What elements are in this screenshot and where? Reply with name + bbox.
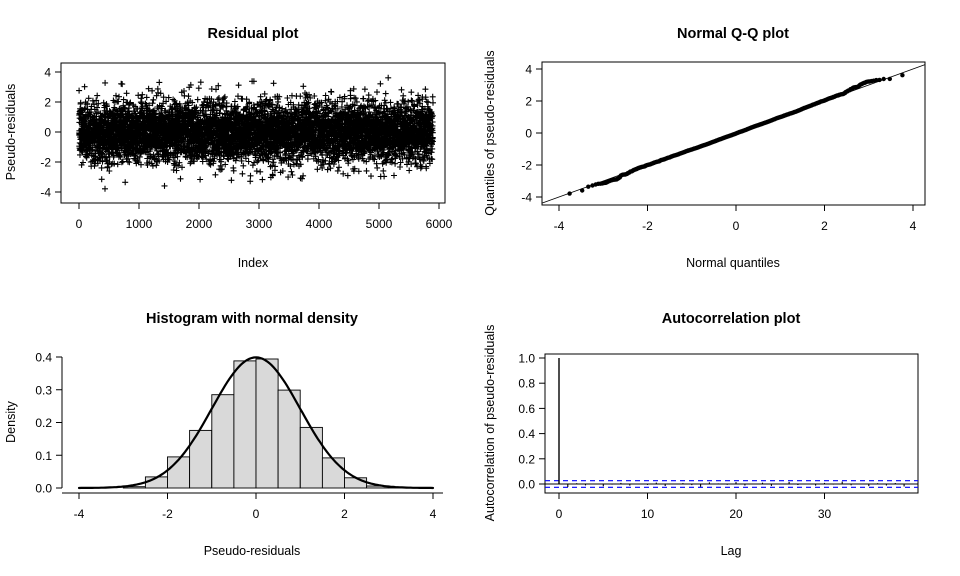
acf-bars [558, 358, 905, 487]
x-tick-label: 0 [253, 507, 260, 521]
x-tick-label: 10 [641, 507, 655, 521]
plot-box [544, 353, 919, 494]
y-tick-label: 0.0 [35, 482, 52, 496]
qq-point [900, 73, 905, 78]
y-tick-label: 0.2 [35, 416, 52, 430]
x-tick-label: 20 [729, 507, 743, 521]
x-tick-label: 6000 [426, 217, 453, 231]
y-tick-label: 0.8 [518, 377, 535, 391]
histogram-xlabel: Pseudo-residuals [204, 544, 301, 558]
histogram-ylabel: Density [4, 400, 18, 442]
x-tick-label: -4 [74, 507, 85, 521]
x-tick-label: -4 [554, 219, 565, 233]
y-tick-label: 2 [44, 96, 51, 110]
y-axis: 0.0 0.1 0.2 0.3 0.4 [35, 351, 62, 496]
acf-plot-title: Autocorrelation plot [662, 311, 801, 327]
residual-plot-ylabel: Pseudo-residuals [4, 84, 18, 181]
y-tick-label: 0.0 [518, 478, 535, 492]
histogram-bar [233, 360, 257, 489]
histogram-bars [122, 358, 412, 489]
histogram-area: -4 -2 0 2 4 0.0 0.1 0.2 0.3 0.4 [35, 351, 443, 521]
qq-plot-xlabel: Normal quantiles [686, 256, 780, 270]
residual-plot-cell: Residual plot Index Pseudo-residuals 0 10… [0, 0, 480, 288]
y-tick-label: -4 [40, 186, 51, 200]
qq-point [586, 184, 591, 189]
qq-point [567, 191, 572, 196]
y-tick-label: 0 [525, 127, 532, 141]
x-axis: 0 1000 2000 3000 4000 5000 6000 [76, 203, 453, 231]
x-tick-label: 4 [910, 219, 917, 233]
qq-plot-panel: Normal Q-Q plot Normal quantiles Quantil… [483, 26, 926, 270]
qq-point [881, 76, 886, 82]
y-tick-label: 0.4 [35, 351, 52, 365]
y-axis: -4 -2 0 2 4 [521, 63, 542, 205]
qq-point [580, 188, 585, 193]
histogram-panel: Histogram with normal density Pseudo-res… [4, 311, 443, 558]
x-tick-label: 30 [818, 507, 832, 521]
x-tick-label: 4 [430, 507, 437, 521]
y-axis: -4 -2 0 2 4 [40, 66, 61, 200]
residual-plot-title: Residual plot [207, 26, 298, 42]
acf-plot-ylabel: Autocorrelation of pseudo-residuals [483, 325, 497, 522]
x-tick-label: 2 [341, 507, 348, 521]
residual-points [76, 74, 436, 192]
x-tick-label: 4000 [306, 217, 333, 231]
x-axis: -4 -2 0 2 4 [74, 493, 437, 521]
x-axis: -4 -2 0 2 4 [554, 205, 917, 233]
y-tick-label: 0.4 [518, 427, 535, 441]
acf-plot-xlabel: Lag [721, 544, 742, 558]
histogram-bar [211, 394, 235, 489]
x-tick-label: 0 [556, 507, 563, 521]
histogram-bar [344, 477, 368, 489]
y-tick-label: 1.0 [518, 352, 535, 366]
plot-box [60, 62, 446, 204]
residual-plot-area: 0 1000 2000 3000 4000 5000 6000 -4 -2 0 2 4 [40, 62, 453, 231]
y-tick-label: 0.6 [518, 402, 535, 416]
qq-point-band [600, 79, 872, 186]
x-tick-label: 0 [76, 217, 83, 231]
y-tick-label: 2 [525, 95, 532, 109]
y-tick-label: 4 [525, 63, 532, 77]
histogram-bar [167, 456, 191, 489]
normal-density-curve [77, 356, 435, 490]
qq-plot-ylabel: Quantiles of pseudo-residuals [483, 50, 497, 215]
qq-plot-area: -4 -2 0 2 4 -4 -2 0 2 4 [521, 61, 926, 233]
histogram-bar [299, 426, 323, 489]
y-tick-label: -2 [521, 159, 532, 173]
histogram-title: Histogram with normal density [146, 311, 358, 327]
qq-plot-cell: Normal Q-Q plot Normal quantiles Quantil… [480, 0, 960, 288]
acf-plot-panel: Autocorrelation plot Lag Autocorrelation… [483, 311, 919, 558]
histogram-cell: Histogram with normal density Pseudo-res… [0, 288, 480, 576]
qq-point [877, 77, 882, 83]
x-tick-label: 2000 [186, 217, 213, 231]
residual-plot-xlabel: Index [238, 256, 269, 270]
acf-plot-cell: Autocorrelation plot Lag Autocorrelation… [480, 288, 960, 576]
acf-plot-area: 0 10 20 30 0.0 0.2 0.4 0.6 0.8 1.0 [518, 352, 919, 521]
y-axis: 0.0 0.2 0.4 0.6 0.8 1.0 [518, 352, 545, 492]
x-tick-label: 0 [733, 219, 740, 233]
residual-plot-panel: Residual plot Index Pseudo-residuals 0 10… [4, 26, 453, 270]
y-tick-label: 0 [44, 126, 51, 140]
x-tick-label: 2 [821, 219, 828, 233]
x-tick-label: -2 [162, 507, 173, 521]
x-tick-label: 1000 [126, 217, 153, 231]
x-tick-label: -2 [642, 219, 653, 233]
x-axis: 0 10 20 30 [556, 493, 832, 521]
qq-plot-title: Normal Q-Q plot [677, 26, 789, 42]
x-tick-label: 5000 [366, 217, 393, 231]
y-tick-label: -2 [40, 156, 51, 170]
qq-point [874, 77, 879, 83]
qq-point [887, 76, 892, 82]
histogram-bar [321, 457, 345, 489]
y-tick-label: -4 [521, 191, 532, 205]
x-tick-label: 3000 [246, 217, 273, 231]
y-tick-label: 0.3 [35, 383, 52, 397]
histogram-bar [255, 358, 279, 489]
y-tick-label: 0.2 [518, 452, 535, 466]
y-tick-label: 0.1 [35, 449, 52, 463]
y-tick-label: 4 [44, 66, 51, 80]
